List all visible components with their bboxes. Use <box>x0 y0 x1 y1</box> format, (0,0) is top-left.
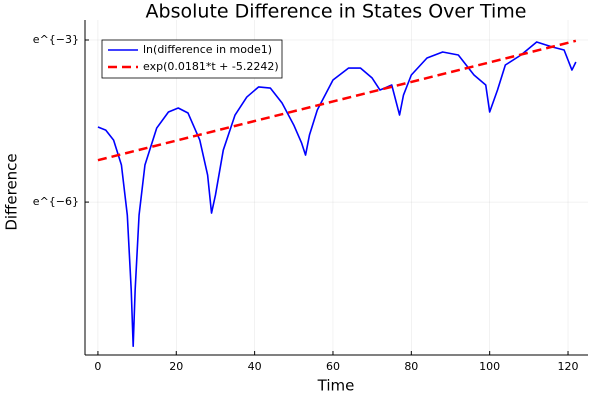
x-axis-label: Time <box>317 377 355 395</box>
y-tick-label: e^{−3} <box>33 33 79 46</box>
x-tick-label: 60 <box>326 360 340 373</box>
x-tick-label: 120 <box>558 360 579 373</box>
series-line <box>97 39 577 162</box>
x-tick-label: 20 <box>169 360 183 373</box>
chart-title: Absolute Difference in States Over Time <box>146 1 527 23</box>
legend-label: ln(difference in mode1) <box>143 43 272 56</box>
x-tick-label: 100 <box>479 360 500 373</box>
y-axis-label: Difference <box>3 153 21 230</box>
y-tick-label: e^{−6} <box>33 195 79 208</box>
x-tick-label: 0 <box>94 360 101 373</box>
x-tick-label: 40 <box>248 360 262 373</box>
legend-label: exp(0.0181*t + -5.2242) <box>143 60 279 73</box>
series-line <box>97 41 577 348</box>
legend-box <box>101 39 283 79</box>
x-tick-label: 80 <box>404 360 418 373</box>
